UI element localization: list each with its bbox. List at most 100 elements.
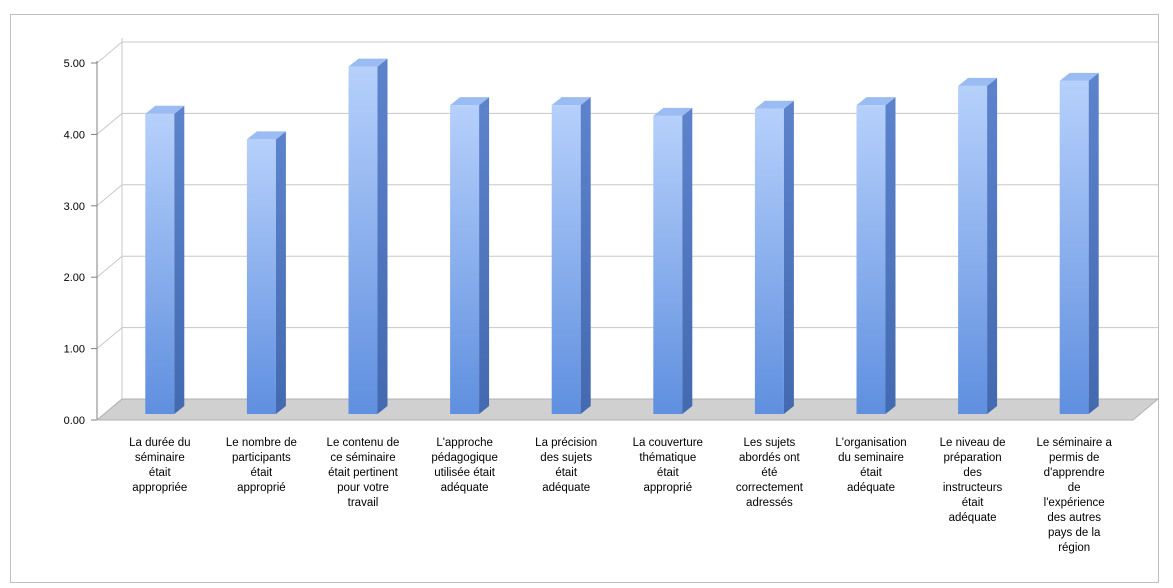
bar-side (885, 97, 896, 414)
x-tick-label-line: travail (347, 497, 379, 509)
bar (754, 100, 794, 415)
bar-front (653, 115, 683, 414)
x-tick-label-line: adéquate (847, 482, 895, 494)
bar-side (783, 100, 794, 415)
x-tick-label: L'organisation du seminaire était adéquate (819, 436, 923, 496)
bar-top (246, 131, 286, 140)
x-tick-label-line: appropriée (132, 482, 188, 494)
bar (145, 105, 185, 414)
bar-top (551, 97, 591, 106)
bar-front (246, 139, 276, 414)
x-tick-label-line: approprié (237, 482, 286, 494)
bar-front (348, 66, 378, 414)
bar-front (856, 105, 886, 414)
bar (856, 97, 896, 414)
bar-top (754, 100, 794, 109)
bar (653, 107, 693, 414)
x-tick-label-line: thématique (639, 452, 697, 464)
gridline (96, 41, 1158, 64)
x-tick-label-line: Le nombre de (225, 437, 297, 449)
gridline (96, 184, 1158, 207)
bar-side (580, 97, 591, 414)
x-tick-label-line: adéquate (440, 482, 489, 494)
x-tick-label-line: L'approche (436, 437, 493, 449)
bar-side (987, 77, 998, 415)
y-tick-label: 4.00 (64, 129, 85, 141)
bar-front (754, 108, 784, 415)
x-tick-label-line: pédagogique (431, 452, 498, 464)
y-tick-label: 3.00 (64, 201, 85, 213)
gridline (96, 327, 1158, 349)
x-tick-label: La durée du séminaire était appropriée (108, 436, 212, 496)
x-tick-label: L'approche pédagogique utilisée était adéqu… (413, 436, 517, 496)
x-tick-label-line: était (148, 467, 171, 479)
x-tick-label-line: préparation (943, 452, 1002, 464)
bar-front (958, 85, 988, 415)
bar-front (450, 105, 480, 414)
x-tick-label-line: des (963, 467, 982, 479)
bar-top (145, 105, 185, 114)
x-tick-label-line: utilisée était (434, 467, 495, 479)
y-tick-label: 5.00 (64, 58, 85, 70)
x-tick-label-line: permis de (1048, 452, 1100, 464)
bar-top (450, 97, 490, 106)
bar-front (1059, 80, 1089, 414)
bar-side (377, 58, 388, 414)
x-tick-label-line: correctement (735, 482, 803, 494)
bar (958, 77, 998, 415)
x-tick-label-line: l'expérience (1043, 497, 1105, 509)
x-tick-label: Le niveau de préparation des instructeurs ét… (921, 436, 1025, 526)
x-tick-label-line: était (860, 467, 882, 479)
x-tick-label-line: d'apprendre (1043, 467, 1105, 479)
bar (551, 97, 591, 414)
gridline (96, 255, 1158, 278)
x-tick-label-line: était (250, 467, 273, 479)
x-tick-label-line: était pertinent (328, 467, 398, 479)
x-tick-label: Le nombre de participants était approprié (209, 436, 313, 496)
y-tick-label: 1.00 (64, 344, 85, 356)
x-tick-label-line: des autres (1047, 512, 1102, 524)
x-tick-label-line: adéquate (542, 482, 591, 494)
x-tick-label: Les sujets abordés ont été correctement adre… (717, 436, 821, 511)
x-tick-label-line: La couverture (632, 437, 703, 449)
x-tick-label-line: Le niveau de (939, 437, 1006, 449)
bar-top (856, 97, 896, 106)
x-tick-label-line: séminaire (134, 452, 185, 464)
bar-side (1088, 72, 1099, 414)
x-tick-label-line: adéquate (948, 512, 997, 524)
bar-front (145, 113, 175, 414)
bar-side (479, 97, 490, 414)
x-tick-label: La précision des sujets était adéquate (514, 436, 618, 496)
x-tick-label-line: La précision (535, 437, 598, 449)
bar-top (1059, 72, 1099, 81)
bar (348, 58, 388, 414)
x-tick-label-line: était (656, 467, 679, 479)
chart-frame (10, 14, 1159, 583)
bar-front (551, 105, 581, 414)
x-tick-label-line: était (555, 467, 578, 479)
x-tick-label: La couverture thématique était approprié (616, 436, 720, 496)
y-tick-label: 2.00 (64, 272, 85, 284)
x-tick-label-line: abordés ont (739, 452, 800, 464)
bar-top (958, 77, 998, 86)
x-tick-label-line: pays de la (1047, 527, 1101, 539)
x-tick-label-line: région (1058, 542, 1091, 554)
x-tick-label-line: adressés (746, 497, 793, 509)
x-tick-label-line: du seminaire (838, 452, 904, 464)
bar (246, 131, 286, 414)
bar-side (174, 105, 185, 414)
x-tick-label-line: des sujets (540, 452, 593, 464)
x-tick-label-line: ce séminaire (330, 452, 396, 464)
bar-top (348, 58, 388, 67)
x-tick-label-line: approprié (643, 482, 693, 494)
x-tick-label-line: L'organisation (835, 437, 907, 449)
x-tick-label-line: pour votre (337, 482, 389, 494)
gridline (96, 112, 1158, 135)
x-tick-label-line: était (961, 497, 984, 509)
x-tick-label-line: participants (231, 452, 291, 464)
bar-top (653, 107, 693, 116)
x-tick-label-line: de (1067, 482, 1081, 494)
x-tick-label-line: Le séminaire a (1036, 437, 1112, 449)
